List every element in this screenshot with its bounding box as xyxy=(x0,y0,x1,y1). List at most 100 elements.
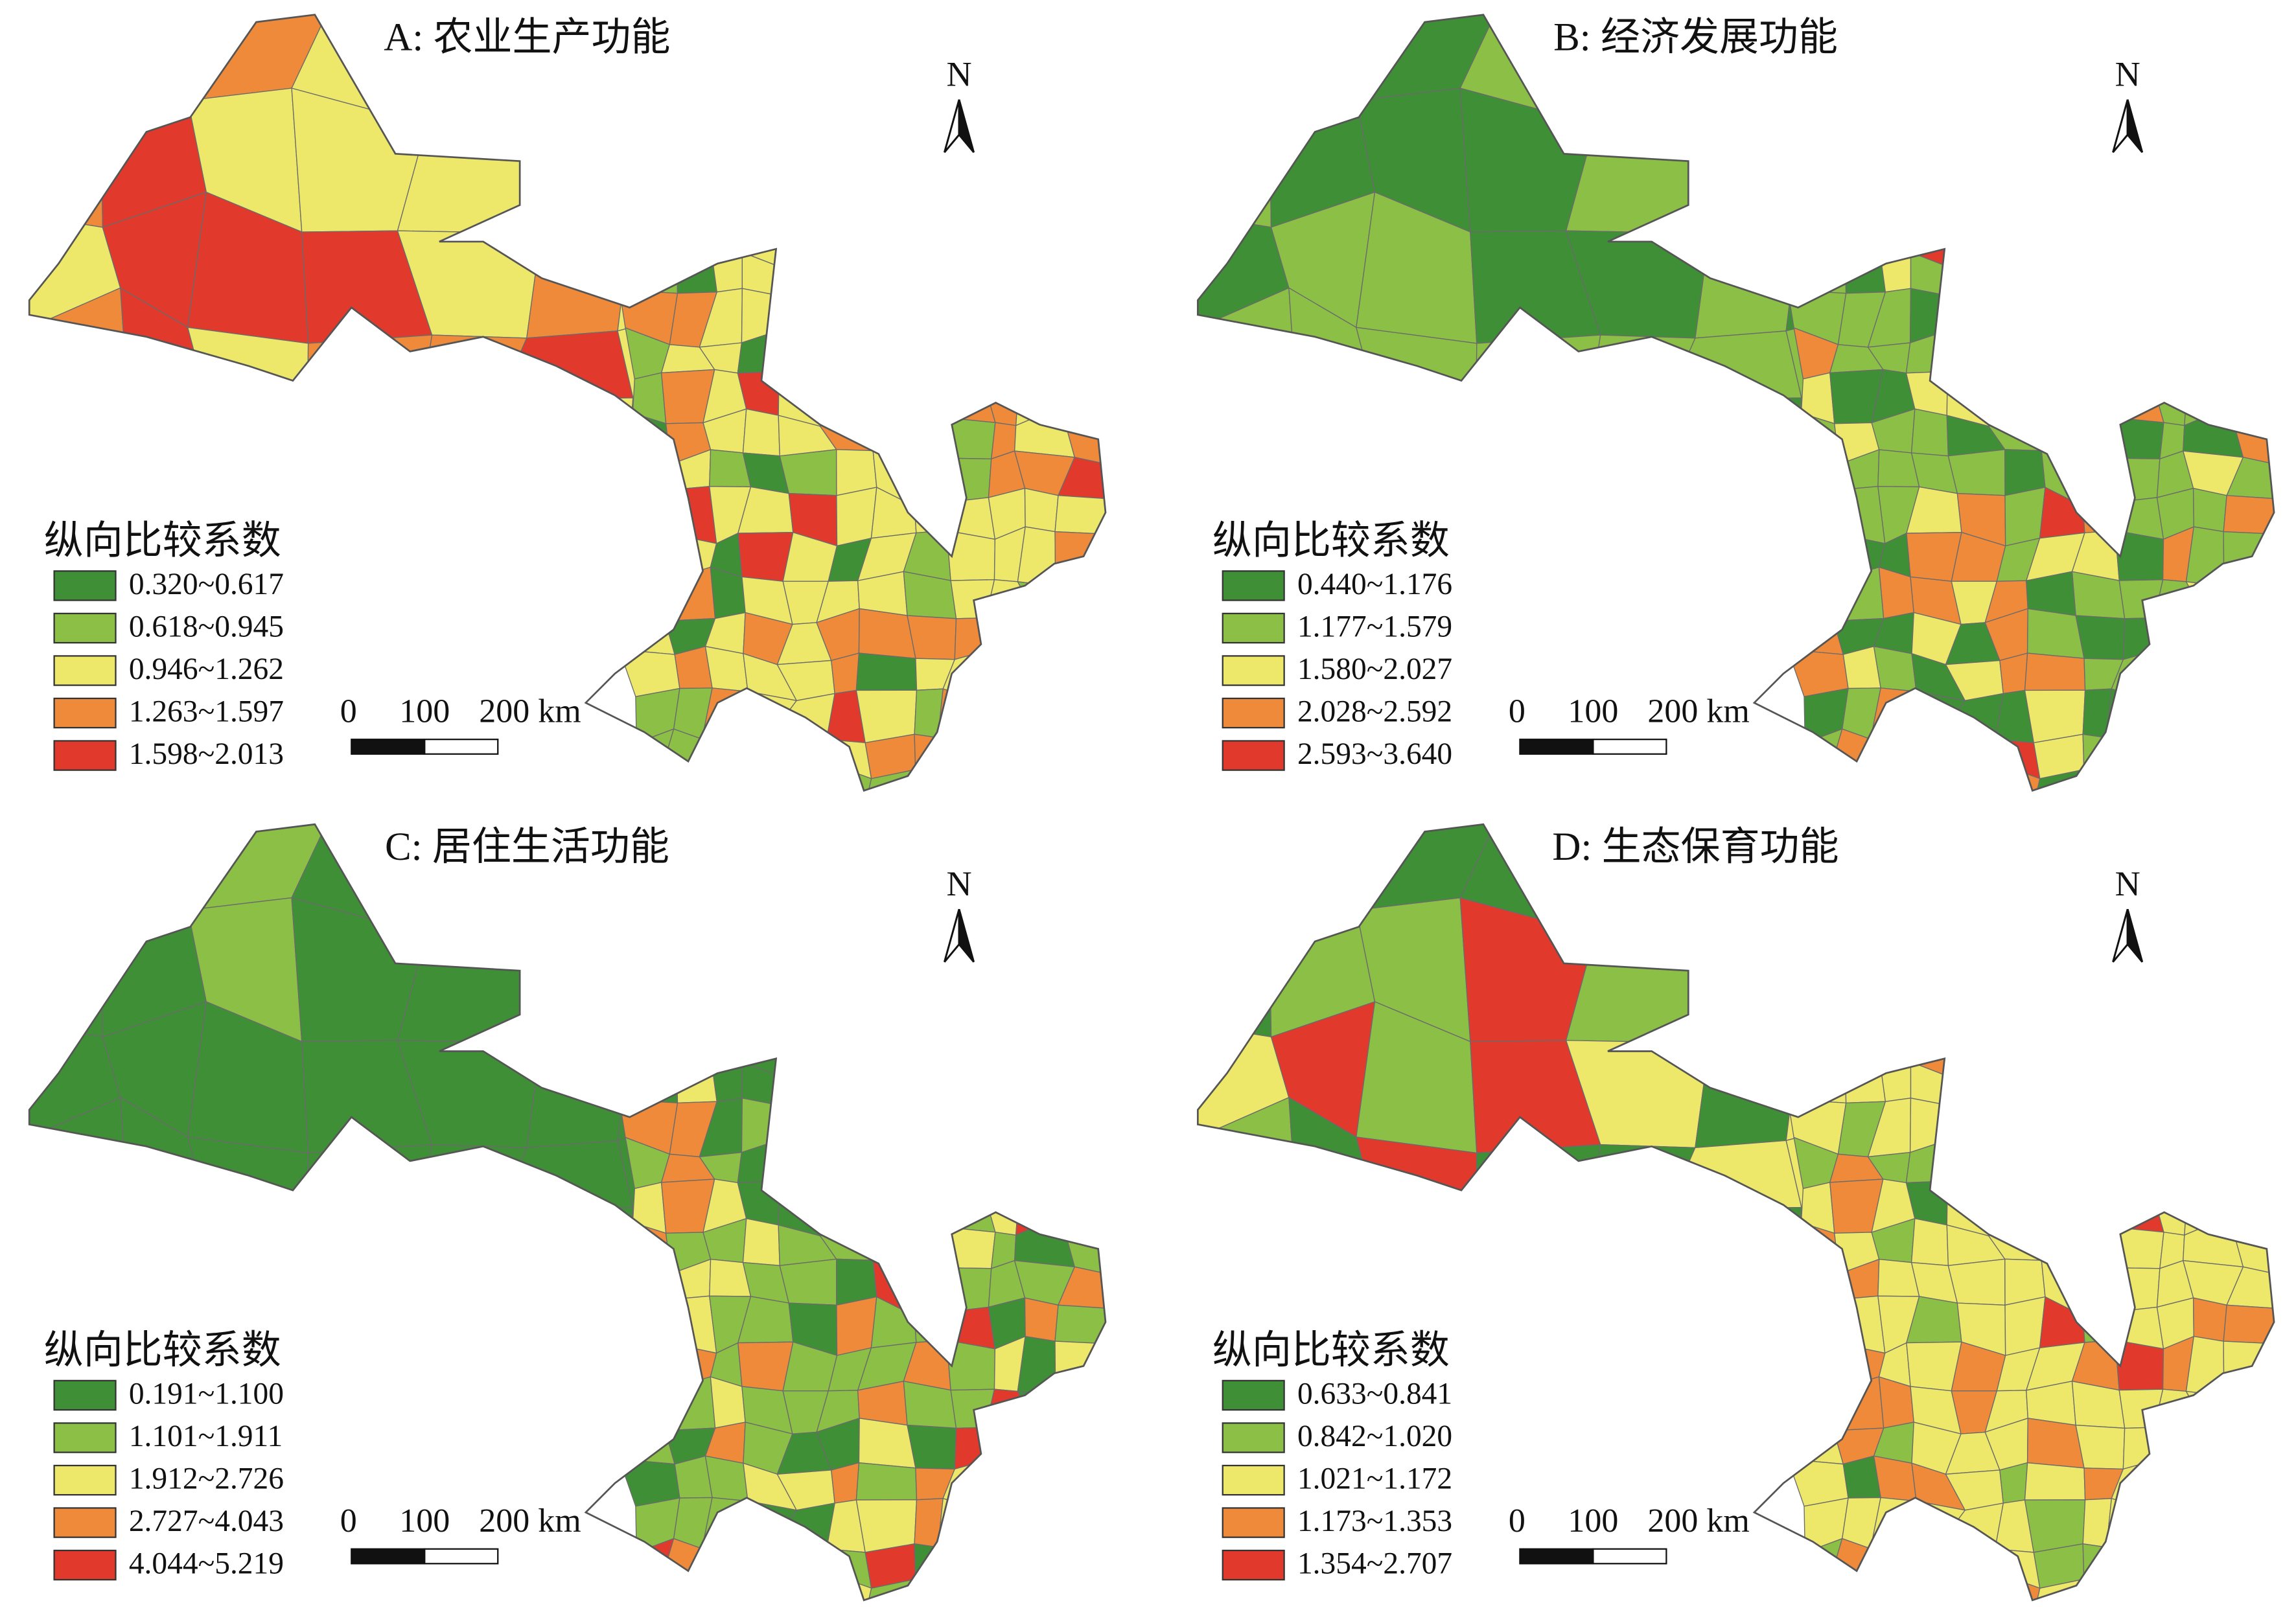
region xyxy=(2157,1592,2206,1600)
region xyxy=(2228,253,2275,310)
region xyxy=(2036,1107,2085,1159)
region xyxy=(2153,579,2204,619)
region xyxy=(619,1387,675,1431)
region xyxy=(1870,732,1924,768)
region xyxy=(1021,689,1073,740)
region xyxy=(1909,288,1963,344)
region xyxy=(1586,1209,1709,1349)
region xyxy=(2105,1059,2161,1114)
region xyxy=(1095,295,1106,340)
region xyxy=(2223,327,2275,378)
region xyxy=(2149,806,2192,849)
region xyxy=(2157,249,2202,310)
region xyxy=(618,248,678,294)
region xyxy=(2223,572,2269,625)
province-outline xyxy=(28,823,1107,1602)
region xyxy=(816,297,871,349)
region xyxy=(2073,374,2124,419)
region xyxy=(1870,1542,1924,1578)
region xyxy=(895,303,956,341)
region xyxy=(1949,1025,2002,1080)
legend-label: 1.021~1.172 xyxy=(1297,1462,1452,1496)
region xyxy=(946,497,996,540)
region xyxy=(831,1067,871,1109)
region xyxy=(984,222,1025,253)
legend-swatch xyxy=(1222,740,1285,771)
region xyxy=(1947,327,1997,386)
region xyxy=(976,1503,1033,1550)
legend-swatch xyxy=(1222,570,1285,601)
region xyxy=(1054,572,1100,625)
region xyxy=(701,804,752,860)
legend-label: 0.946~1.262 xyxy=(129,652,284,686)
region xyxy=(661,1576,710,1600)
region xyxy=(1063,1582,1106,1600)
region xyxy=(1102,1019,1106,1078)
region xyxy=(1833,803,1883,863)
region xyxy=(1793,531,1844,580)
region xyxy=(1829,1030,1881,1066)
region xyxy=(2122,374,2164,423)
region xyxy=(1476,334,1601,421)
region xyxy=(862,816,908,856)
region xyxy=(2107,1111,2161,1149)
region xyxy=(1198,1215,1298,1346)
region xyxy=(776,1535,828,1572)
region xyxy=(937,1546,991,1593)
region xyxy=(2185,581,2229,625)
region xyxy=(1024,487,1059,533)
map-panel: C: 居住生活功能 N 纵向比较系数 0.191~1.100 1.101~1.911 1.… xyxy=(28,823,1107,1602)
region xyxy=(1014,612,1066,664)
region xyxy=(787,258,833,299)
region xyxy=(1870,804,1921,860)
region xyxy=(1198,910,1272,1038)
region xyxy=(1868,1574,1921,1600)
region xyxy=(914,1498,944,1548)
region xyxy=(2153,1388,2204,1428)
region xyxy=(937,1497,986,1548)
region xyxy=(1907,818,1963,846)
region xyxy=(2223,1381,2269,1434)
region xyxy=(1098,763,1106,791)
region xyxy=(1099,606,1106,655)
region xyxy=(1945,1535,1996,1572)
region xyxy=(1790,1271,1840,1308)
region xyxy=(2105,1546,2159,1593)
region xyxy=(1916,761,1964,791)
region xyxy=(1833,566,1884,622)
region xyxy=(2280,1222,2296,1275)
region xyxy=(2228,214,2275,268)
region xyxy=(2232,772,2275,791)
region xyxy=(307,334,433,421)
legend-label: 1.580~2.027 xyxy=(1297,652,1452,686)
region xyxy=(1787,1057,1847,1103)
region xyxy=(2036,369,2081,416)
region xyxy=(855,689,918,744)
region xyxy=(741,288,794,344)
region xyxy=(2144,301,2202,340)
region xyxy=(1063,772,1106,791)
region xyxy=(1059,606,1106,651)
region xyxy=(621,490,665,542)
region xyxy=(975,1140,1032,1197)
region xyxy=(418,1209,540,1349)
region xyxy=(1019,214,1075,268)
region xyxy=(2182,612,2234,664)
region xyxy=(2105,688,2155,739)
north-arrow-left xyxy=(944,99,960,154)
region xyxy=(1673,99,1802,235)
region xyxy=(1093,1543,1106,1588)
region xyxy=(504,908,634,1044)
legend-swatch xyxy=(1222,1464,1285,1496)
region xyxy=(2144,1111,2202,1149)
region xyxy=(778,327,829,386)
legend-label: 0.618~0.945 xyxy=(129,610,284,644)
region xyxy=(976,693,1033,740)
region xyxy=(816,1107,871,1159)
region xyxy=(2036,340,2081,377)
region xyxy=(2232,1582,2275,1600)
region xyxy=(985,579,1036,619)
region xyxy=(1060,1024,1106,1078)
region xyxy=(779,449,837,496)
region xyxy=(2122,1427,2155,1470)
